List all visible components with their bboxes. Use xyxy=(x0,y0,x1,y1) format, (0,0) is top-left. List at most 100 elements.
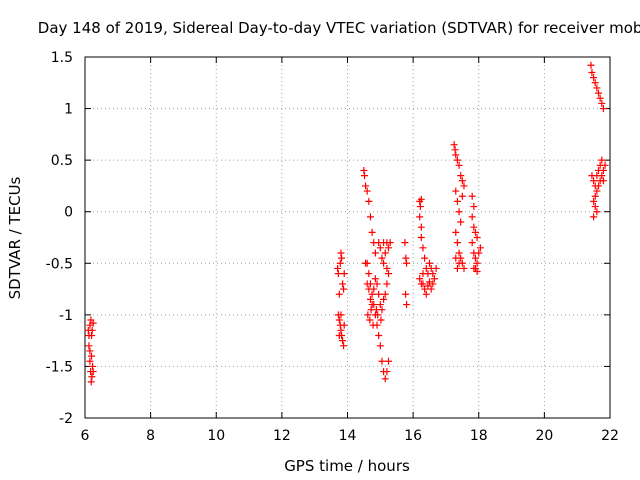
data-point xyxy=(596,161,604,169)
data-point xyxy=(424,282,432,290)
data-point xyxy=(473,268,481,276)
x-tick-label: 22 xyxy=(601,428,619,444)
data-point xyxy=(417,223,425,231)
data-point xyxy=(334,270,342,278)
data-point xyxy=(426,259,434,267)
data-point xyxy=(88,326,96,334)
data-point xyxy=(427,285,435,293)
data-point xyxy=(468,213,476,221)
data-point xyxy=(595,89,603,97)
y-axis-label: SDTVAR / TECUs xyxy=(6,176,24,299)
data-point xyxy=(376,301,384,309)
data-point xyxy=(381,375,389,383)
data-point xyxy=(86,347,94,355)
data-point xyxy=(336,259,344,267)
data-point xyxy=(468,192,476,200)
x-axis-label: GPS time / hours xyxy=(284,457,410,475)
data-point xyxy=(473,234,481,241)
data-point xyxy=(88,373,96,381)
data-point xyxy=(593,84,601,92)
data-point xyxy=(376,342,384,350)
data-point xyxy=(383,264,391,272)
y-tick-label: 1.5 xyxy=(51,50,73,66)
data-point xyxy=(403,259,411,267)
data-point xyxy=(590,197,598,205)
data-point xyxy=(432,264,440,272)
data-point xyxy=(473,259,481,267)
data-point xyxy=(421,254,429,262)
data-point xyxy=(417,280,425,288)
data-point xyxy=(468,239,476,247)
data-point xyxy=(340,270,348,278)
data-point xyxy=(455,161,463,169)
data-point xyxy=(453,197,461,205)
data-point xyxy=(590,74,598,82)
data-point xyxy=(430,275,438,283)
data-point xyxy=(596,94,604,102)
data-point xyxy=(599,105,607,113)
data-point xyxy=(450,141,458,149)
data-point xyxy=(380,259,388,267)
data-point xyxy=(88,352,96,360)
data-point xyxy=(471,254,479,262)
data-point xyxy=(361,172,369,180)
data-point xyxy=(593,187,601,195)
data-point xyxy=(368,301,376,309)
data-point xyxy=(337,326,345,334)
y-tick-label: -1 xyxy=(59,308,73,324)
data-point xyxy=(458,192,466,200)
data-point xyxy=(340,321,348,329)
data-point xyxy=(453,156,461,164)
data-point xyxy=(378,357,386,365)
data-point xyxy=(452,151,460,159)
y-tick-label: -2 xyxy=(59,411,73,427)
data-point xyxy=(598,156,606,164)
data-point xyxy=(372,306,380,314)
data-point xyxy=(383,280,391,288)
data-point xyxy=(89,368,97,376)
data-point xyxy=(452,254,460,262)
data-point xyxy=(452,228,460,236)
data-point xyxy=(595,182,603,190)
data-points xyxy=(84,61,609,386)
data-point xyxy=(340,285,348,293)
data-point xyxy=(451,146,459,154)
data-point xyxy=(373,280,381,288)
data-point xyxy=(385,244,393,252)
data-point xyxy=(402,254,410,262)
data-point xyxy=(334,264,342,272)
data-point xyxy=(591,79,599,87)
data-point xyxy=(378,254,386,262)
y-tick-label: 0.5 xyxy=(51,153,73,169)
data-point xyxy=(363,280,371,288)
data-point xyxy=(416,213,424,221)
data-point xyxy=(366,295,374,303)
data-point xyxy=(339,337,347,345)
data-point xyxy=(371,275,379,283)
data-point xyxy=(591,192,599,200)
data-point xyxy=(460,182,468,190)
y-tick-label: -1.5 xyxy=(46,359,73,375)
data-point xyxy=(380,295,388,303)
data-point xyxy=(362,182,370,190)
data-point xyxy=(417,234,425,241)
data-point xyxy=(365,197,373,205)
data-point xyxy=(593,208,601,216)
data-point xyxy=(376,244,384,252)
x-tick-label: 10 xyxy=(207,428,225,444)
data-point xyxy=(377,316,385,324)
data-point xyxy=(86,357,94,365)
data-point xyxy=(364,311,372,319)
data-point xyxy=(429,270,437,278)
data-point xyxy=(365,270,373,278)
data-point xyxy=(366,213,374,221)
plot-frame xyxy=(84,56,611,419)
data-point xyxy=(402,290,410,298)
data-point xyxy=(475,249,483,257)
data-point xyxy=(590,177,598,185)
data-point xyxy=(335,290,343,298)
data-point xyxy=(89,319,97,327)
data-point xyxy=(87,378,95,386)
x-tick-label: 20 xyxy=(535,428,553,444)
